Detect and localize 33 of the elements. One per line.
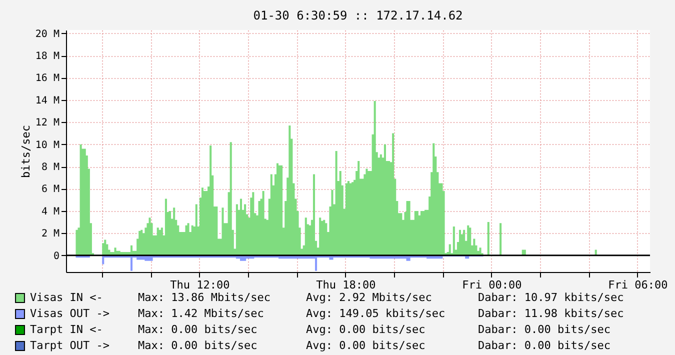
y-tick-label: 16 M — [35, 73, 60, 84]
text: Max: 1.42 Mbits/sec — [138, 307, 264, 320]
legend-label: Tarpt OUT -> — [30, 339, 110, 352]
y-tick-label: 4 M — [41, 206, 60, 218]
text: Avg: 0.00 bits/sec — [306, 323, 426, 336]
text: Max: 0.00 bits/sec — [138, 339, 258, 352]
y-tick-label: 0 — [53, 250, 60, 262]
text: Dabar: 0.00 bits/sec — [478, 323, 610, 336]
x-tick-label: Thu 12:00 — [170, 278, 230, 292]
x-tick-label: Thu 18:00 — [316, 278, 376, 292]
y-axis-title: bits/sec — [19, 125, 32, 178]
text: Avg: 2.92 Mbits/sec — [306, 291, 432, 304]
y-tick-label: 6 M — [41, 184, 60, 196]
text: Dabar: 0.00 bits/sec — [478, 339, 610, 352]
text: Dabar: 11.98 kbits/sec — [478, 307, 624, 320]
legend-label: Visas IN <- — [30, 291, 103, 304]
y-tick-label: 18 M — [35, 51, 60, 62]
y-tick-label: 10 M — [35, 140, 60, 151]
legend-label: Tarpt IN <- — [30, 323, 103, 336]
y-tick-label: 12 M — [35, 118, 60, 129]
x-tick-label: Fri 00:00 — [462, 278, 522, 292]
text: Max: 0.00 bits/sec — [138, 323, 258, 336]
y-tick-label: 2 M — [41, 228, 60, 240]
x-tick-label: Fri 06:00 — [608, 278, 668, 292]
text: Avg: 0.00 bits/sec — [306, 339, 426, 352]
text: Max: 13.86 Mbits/sec — [138, 291, 270, 304]
text: Dabar: 10.97 kbits/sec — [478, 291, 624, 304]
text: Avg: 149.05 kbits/sec — [306, 307, 446, 320]
y-tick-label: 14 M — [35, 95, 60, 106]
chart-title: 01-30 6:30:59 :: 172.17.14.62 — [253, 8, 463, 22]
y-tick-label: 8 M — [41, 162, 60, 174]
legend-label: Visas OUT -> — [30, 307, 110, 320]
y-tick-label: 20 M — [35, 28, 60, 40]
